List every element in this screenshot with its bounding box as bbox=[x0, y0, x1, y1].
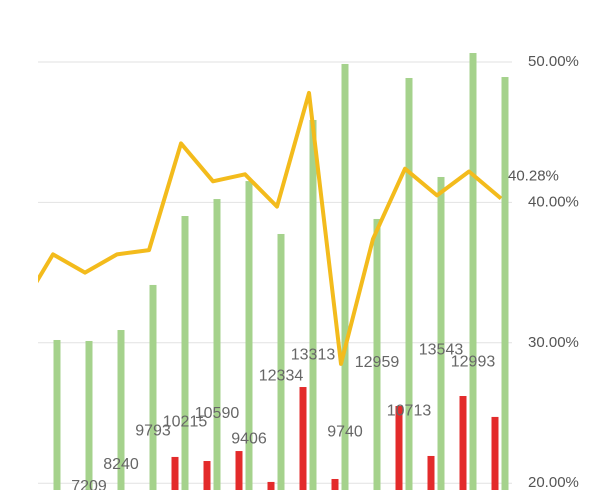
bar bbox=[331, 478, 339, 490]
bar bbox=[235, 451, 243, 490]
bar bbox=[309, 119, 317, 490]
bar bbox=[405, 78, 413, 490]
data-label: 10215 bbox=[163, 413, 208, 430]
bar bbox=[491, 416, 499, 490]
data-label: 8240 bbox=[103, 456, 139, 473]
data-label: 10713 bbox=[387, 403, 432, 420]
line-label: 40.28% bbox=[508, 167, 559, 184]
bar bbox=[117, 330, 125, 490]
bar bbox=[459, 396, 467, 490]
data-label: 12959 bbox=[355, 354, 400, 371]
data-label: 9406 bbox=[231, 431, 267, 448]
bar bbox=[437, 176, 445, 490]
bar bbox=[267, 481, 275, 490]
data-label: 12993 bbox=[451, 353, 496, 370]
data-label: 12334 bbox=[259, 367, 304, 384]
bar bbox=[469, 53, 477, 490]
bar bbox=[299, 387, 307, 490]
bar bbox=[53, 339, 61, 490]
y2-tick-label: 50.00% bbox=[528, 53, 579, 70]
right-axis: 20.00% 30.00% 40.00% 50.00% 40.28% bbox=[508, 53, 579, 491]
bar bbox=[149, 284, 157, 490]
y2-tick-label: 30.00% bbox=[528, 334, 579, 351]
bar bbox=[181, 216, 189, 490]
line bbox=[38, 90, 503, 366]
data-label: 7209 bbox=[71, 478, 107, 495]
data-label: 13313 bbox=[291, 346, 336, 363]
bar bbox=[171, 456, 179, 490]
data-label: 9740 bbox=[327, 424, 363, 441]
bar bbox=[213, 199, 221, 490]
bar bbox=[85, 340, 93, 490]
data-label: 13543 bbox=[419, 341, 464, 358]
data-label: 10590 bbox=[195, 405, 240, 422]
bar bbox=[277, 233, 285, 490]
bar bbox=[373, 218, 381, 490]
bar bbox=[245, 181, 253, 490]
bar bbox=[395, 405, 403, 490]
data-label: 9793 bbox=[135, 422, 171, 439]
bar bbox=[501, 77, 509, 490]
bar bbox=[341, 63, 349, 490]
bar bbox=[427, 455, 435, 490]
y2-tick-label: 40.00% bbox=[528, 193, 579, 210]
y2-tick-label: 20.00% bbox=[528, 474, 579, 491]
bar bbox=[203, 461, 211, 490]
